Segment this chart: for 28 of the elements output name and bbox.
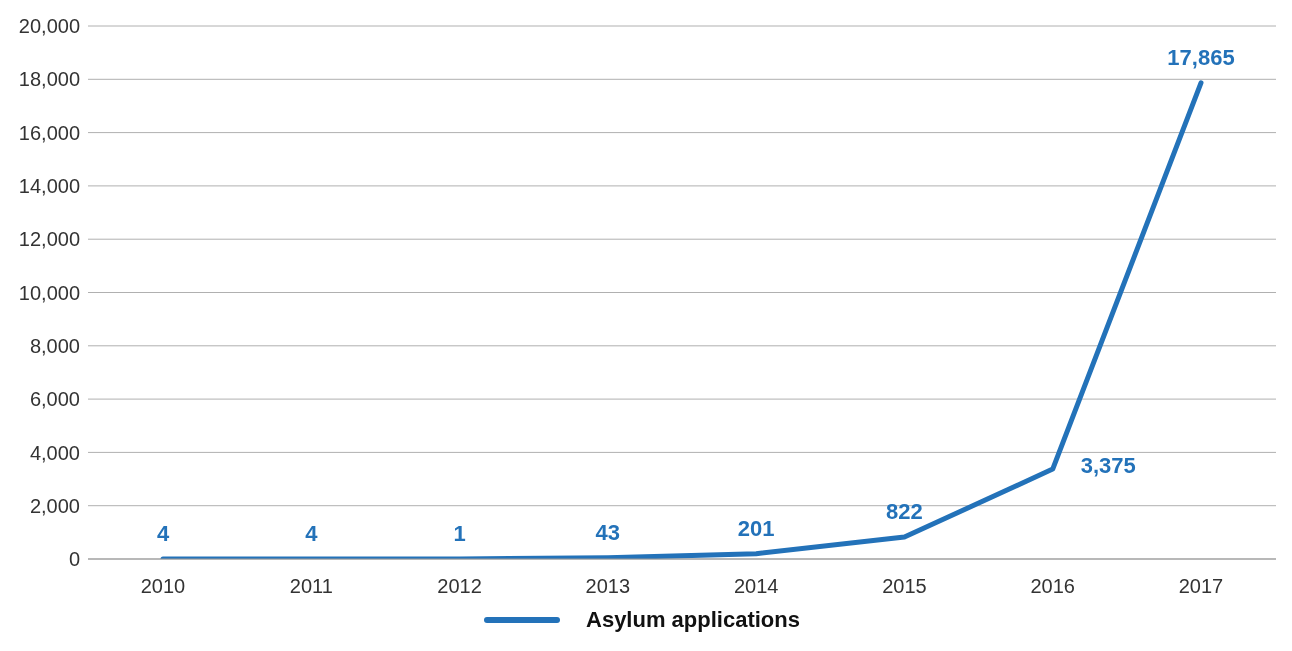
y-tick-label: 4,000 [29,441,80,464]
data-label: 43 [595,519,621,545]
data-label: 201 [737,515,775,541]
x-tick-label: 2016 [1030,575,1075,598]
data-label: 4 [305,520,319,546]
y-tick-label: 0 [68,548,80,571]
y-tick-label: 10,000 [18,281,80,304]
x-tick-label: 2011 [289,575,333,598]
y-tick-label: 2,000 [29,494,80,517]
x-tick-label: 2014 [733,575,779,598]
x-tick-label: 2010 [140,575,186,598]
y-tick-label: 16,000 [18,121,80,144]
data-label: 4 [156,520,170,546]
y-tick-label: 8,000 [29,334,80,357]
data-label: 822 [886,499,923,525]
y-tick-label: 14,000 [18,175,80,197]
y-tick-label: 6,000 [29,388,80,411]
y-tick-label: 18,000 [18,68,80,91]
x-tick-label: 2017 [1178,575,1224,598]
legend-label: Asylum applications [586,607,800,633]
y-tick-label: 12,000 [18,228,80,251]
y-tick-label: 20,000 [18,15,80,38]
x-tick-label: 2012 [437,575,482,598]
x-tick-label: 2015 [882,575,927,598]
data-label: 3,375 [1080,453,1136,479]
data-label: 17,865 [1167,44,1235,70]
data-label: 1 [453,520,466,546]
x-tick-label: 2013 [585,575,631,598]
